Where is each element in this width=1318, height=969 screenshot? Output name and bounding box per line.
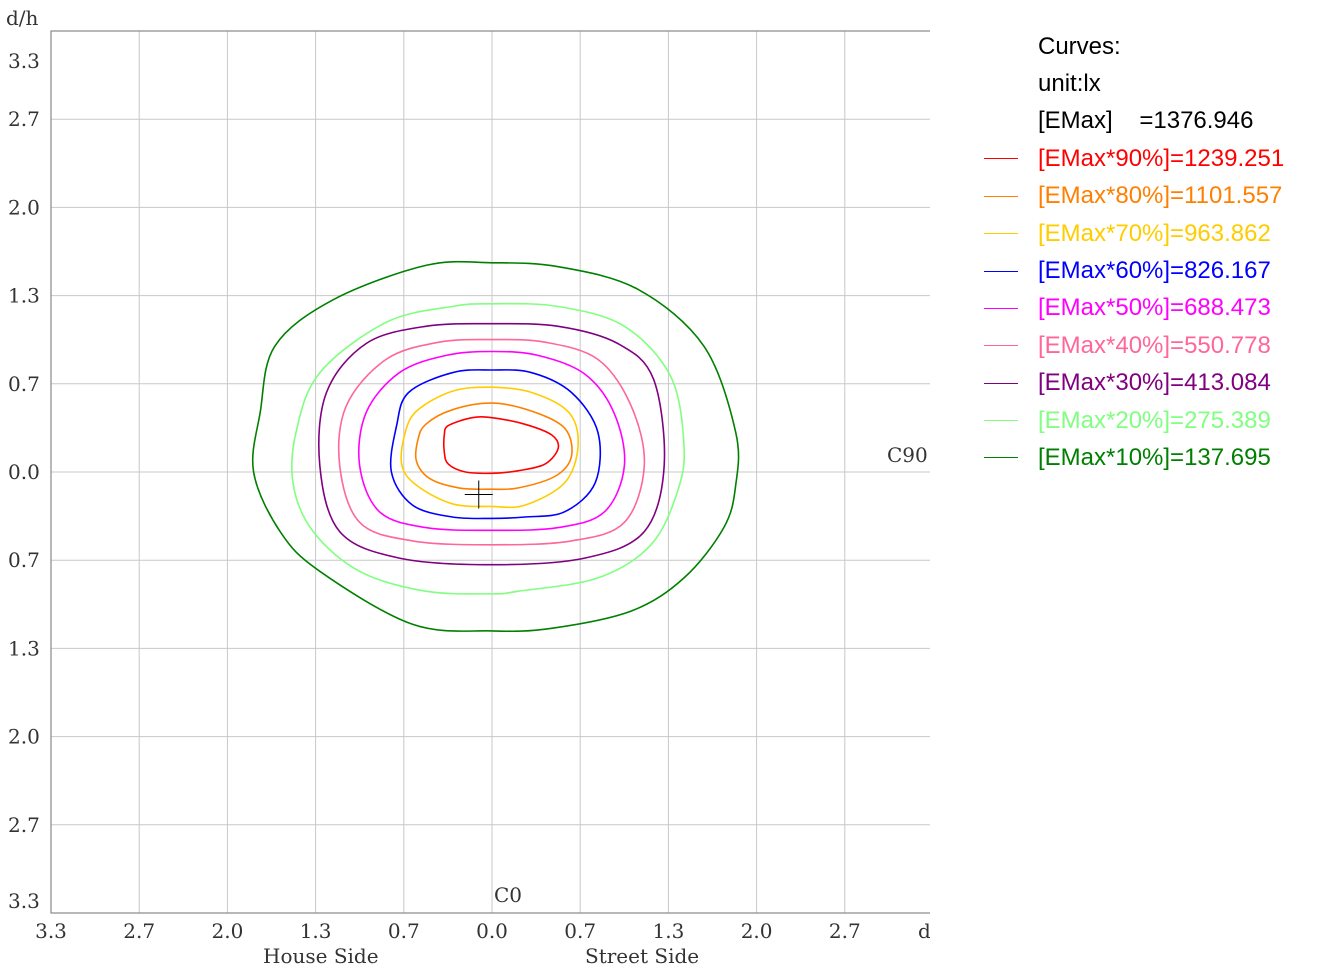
x-tick-label: 0.0 xyxy=(476,919,508,943)
legend-entry: [EMax*80%]=1101.557 xyxy=(980,178,1310,215)
legend-header-emax: [EMax] =1376.946 xyxy=(980,103,1310,140)
legend-header-text: unit:lx xyxy=(1038,70,1101,98)
legend-header-curves: Curves: xyxy=(980,28,1310,65)
isolux-curve-2 xyxy=(414,402,573,491)
legend-swatch xyxy=(984,307,1018,309)
legend-swatch xyxy=(984,195,1018,197)
legend-swatch xyxy=(984,457,1018,459)
legend-header-text: Curves: xyxy=(1038,32,1121,60)
legend-entries: [EMax*90%]=1239.251 [EMax*80%]=1101.557 [E… xyxy=(980,140,1310,477)
legend-swatch xyxy=(984,420,1018,422)
legend-entry-label: [EMax*50%]=688.473 xyxy=(1038,294,1271,322)
legend-entry: [EMax*40%]=550.778 xyxy=(980,327,1310,364)
legend-entry: [EMax*70%]=963.862 xyxy=(980,215,1310,252)
legend-entry-label: [EMax*40%]=550.778 xyxy=(1038,331,1271,359)
legend-header-text: [EMax] =1376.946 xyxy=(1038,107,1254,135)
x-tick-label: 2.7 xyxy=(829,919,861,943)
y-tick-label: 3.3 xyxy=(8,49,40,73)
y-tick-label: 2.7 xyxy=(8,813,40,837)
y-tick-label: 2.7 xyxy=(8,107,40,131)
isolux-curve-5 xyxy=(357,350,626,532)
legend-entry-label: [EMax*60%]=826.167 xyxy=(1038,257,1271,285)
legend: Curves: unit:lx [EMax] =1376.946 [EMax*9… xyxy=(980,28,1310,477)
tick-labels: 3.3 2.7 2.0 1.3 0.7 0.0 0.7 1.3 2.0 2.7 3.3 2.7 2.0 1… xyxy=(8,49,861,943)
x-tick-label: 1.3 xyxy=(652,919,684,943)
legend-entry: [EMax*30%]=413.084 xyxy=(980,365,1310,402)
y-tick-label: 3.3 xyxy=(8,889,40,913)
legend-entry: [EMax*60%]=826.167 xyxy=(980,252,1310,289)
legend-entry-label: [EMax*30%]=413.084 xyxy=(1038,369,1271,397)
x-tick-label: 2.0 xyxy=(741,919,773,943)
isolux-curve-6 xyxy=(337,338,646,546)
x-tick-label: 1.3 xyxy=(300,919,332,943)
grid xyxy=(51,31,930,913)
legend-entry-label: [EMax*90%]=1239.251 xyxy=(1038,144,1285,172)
y-tick-label: 1.3 xyxy=(8,636,40,660)
isolux-curve-3 xyxy=(400,386,579,509)
legend-entry-label: [EMax*10%]=137.695 xyxy=(1038,443,1271,471)
y-tick-label: 0.7 xyxy=(8,548,40,572)
plot-frame xyxy=(50,30,930,914)
center-marker xyxy=(464,480,493,509)
c0-annotation: C0 xyxy=(494,883,522,907)
legend-swatch xyxy=(984,158,1018,160)
legend-entry: [EMax*20%]=275.389 xyxy=(980,402,1310,439)
x-tick-label: 0.7 xyxy=(388,919,420,943)
x-tick-label: 2.0 xyxy=(211,919,243,943)
x-tick-label: 0.7 xyxy=(564,919,596,943)
house-side-label: House Side xyxy=(263,944,379,968)
c90-annotation: C90 xyxy=(887,443,928,467)
street-side-label: Street Side xyxy=(585,944,699,968)
isolux-chart: 3.3 2.7 2.0 1.3 0.7 0.0 0.7 1.3 2.0 2.7 3.3 2.7 2.0 1… xyxy=(6,6,930,968)
isolux-curve-1 xyxy=(443,416,560,475)
legend-header-unit: unit:lx xyxy=(980,65,1310,102)
y-tick-label: 0.0 xyxy=(8,460,40,484)
legend-entry: [EMax*10%]=137.695 xyxy=(980,439,1310,476)
legend-entry: [EMax*50%]=688.473 xyxy=(980,290,1310,327)
y-tick-label: 2.0 xyxy=(8,195,40,219)
legend-entry: [EMax*90%]=1239.251 xyxy=(980,140,1310,177)
legend-swatch xyxy=(984,233,1018,235)
legend-swatch xyxy=(984,382,1018,384)
legend-swatch xyxy=(984,270,1018,272)
y-tick-label: 0.7 xyxy=(8,372,40,396)
legend-entry-label: [EMax*70%]=963.862 xyxy=(1038,219,1271,247)
y-tick-label: 2.0 xyxy=(8,725,40,749)
x-tick-label: 2.7 xyxy=(123,919,155,943)
x-axis-unit-label: d/h xyxy=(918,919,930,943)
y-axis-unit-label: d/h xyxy=(6,6,39,30)
isolux-curve-8 xyxy=(290,302,686,595)
isolux-curve-9 xyxy=(251,260,740,633)
isolux-curve-7 xyxy=(318,322,666,566)
legend-entry-label: [EMax*20%]=275.389 xyxy=(1038,406,1271,434)
isolux-curve-4 xyxy=(389,369,602,520)
isolux-curves xyxy=(251,260,740,633)
x-tick-label: 3.3 xyxy=(35,919,67,943)
y-tick-label: 1.3 xyxy=(8,284,40,308)
legend-entry-label: [EMax*80%]=1101.557 xyxy=(1038,182,1283,210)
legend-swatch xyxy=(984,345,1018,347)
